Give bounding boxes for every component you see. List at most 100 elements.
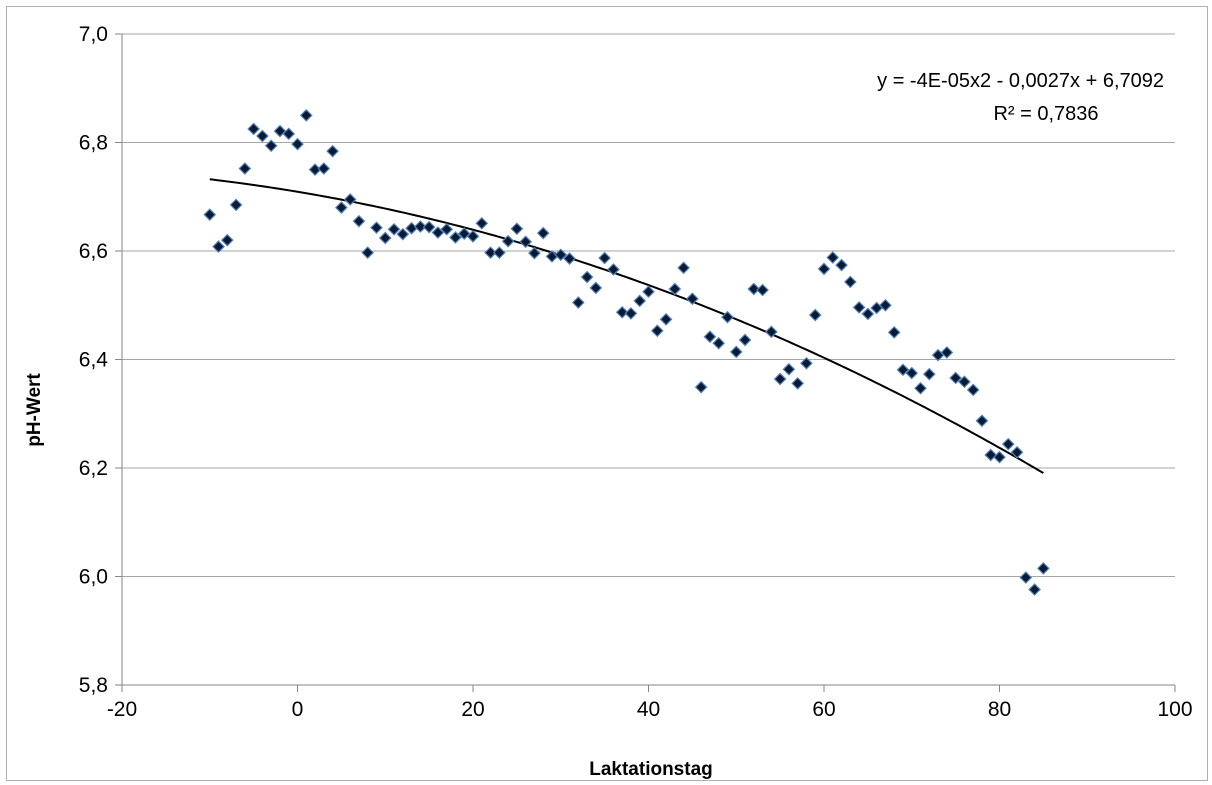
data-point: [317, 162, 331, 175]
data-point: [326, 144, 339, 158]
x-tick-label: 20: [461, 698, 484, 721]
data-point: [984, 448, 998, 462]
y-tick-label: 6,4: [79, 349, 109, 372]
data-point: [650, 324, 664, 338]
data-point: [571, 296, 585, 309]
x-tick-label: 100: [1157, 698, 1192, 721]
data-point: [668, 282, 682, 296]
data-point: [212, 240, 225, 254]
data-point: [405, 221, 418, 235]
data-point: [492, 246, 506, 259]
data-point: [396, 227, 410, 241]
data-point: [782, 362, 796, 376]
x-tick-label: -20: [107, 698, 137, 721]
y-tick-label: 7,0: [79, 23, 108, 46]
data-point: [712, 336, 726, 350]
data-point: [422, 220, 436, 234]
data-point: [633, 294, 647, 308]
data-point: [501, 234, 515, 248]
y-tick-label: 5,8: [79, 674, 108, 697]
data-point: [773, 372, 787, 386]
data-point: [756, 283, 769, 297]
data-point: [510, 222, 524, 236]
data-point: [887, 326, 901, 339]
data-point: [800, 356, 813, 370]
y-tick-label: 6,0: [79, 566, 108, 589]
data-point: [378, 231, 392, 245]
data-point: [589, 281, 603, 295]
data-point: [703, 330, 717, 344]
y-tick-label: 6,6: [79, 240, 108, 263]
data-point: [843, 275, 857, 289]
trendline-layer: [209, 178, 1044, 474]
data-point: [440, 222, 454, 236]
data-point: [861, 307, 875, 321]
y-axis-title: pH-Wert: [24, 373, 45, 447]
data-point: [835, 258, 848, 272]
data-point: [238, 162, 252, 175]
y-tick-label: 6,2: [79, 457, 108, 480]
data-point: [387, 222, 401, 236]
data-point: [361, 246, 375, 259]
data-point: [370, 221, 383, 235]
data-point: [905, 366, 919, 380]
data-point: [484, 246, 497, 259]
x-tick-label: 60: [812, 698, 835, 721]
data-point: [291, 137, 304, 151]
data-point: [993, 450, 1006, 464]
data-point: [528, 246, 541, 260]
x-axis-title: Laktationstag: [589, 759, 713, 780]
data-point: [975, 414, 989, 428]
data-point: [335, 201, 348, 214]
y-tick-label: 6,8: [79, 132, 108, 155]
x-tick-label: 0: [292, 698, 304, 721]
data-point: [598, 251, 611, 265]
data-point: [642, 285, 655, 299]
data-point: [1037, 562, 1050, 575]
chart-area: [6, 6, 1208, 781]
data-point: [659, 313, 673, 326]
data-point: [1001, 437, 1015, 451]
data-point: [615, 305, 629, 319]
data-point: [203, 208, 217, 222]
data-point: [414, 220, 427, 233]
data-point: [958, 375, 971, 389]
data-point: [729, 345, 743, 359]
data-point: [343, 193, 357, 206]
data-point: [449, 231, 462, 244]
data-point: [791, 377, 805, 390]
data-point: [256, 129, 269, 143]
data-point: [940, 346, 954, 359]
data-point: [879, 298, 892, 312]
trendline-r-squared: R² = 0,7836: [993, 103, 1098, 125]
data-point: [721, 310, 734, 324]
axes: 5,8 6,0 6,2 6,4 6,6 6,8 7,0 -20 0 20 40 60 80 100: [79, 23, 1193, 721]
data-point: [431, 226, 445, 239]
data-point: [765, 325, 778, 339]
data-point: [694, 380, 708, 394]
data-point: [466, 230, 480, 243]
labels: y = -4E-05x2 - 0,0027x + 6,7092 R² = 0,7…: [24, 70, 1164, 780]
data-point: [808, 308, 822, 322]
data-point: [475, 216, 489, 230]
data-point: [817, 262, 831, 276]
data-point: [519, 235, 532, 249]
data-point: [352, 214, 366, 228]
data-point: [914, 381, 927, 395]
data-point: [563, 252, 576, 265]
data-point: [1010, 445, 1024, 459]
data-point: [826, 251, 840, 264]
data-point: [264, 139, 278, 153]
data-point: [1028, 583, 1041, 596]
data-point: [966, 383, 980, 397]
data-point: [686, 292, 699, 306]
data-point: [607, 263, 620, 276]
data-point: [1019, 571, 1033, 584]
data-point: [554, 248, 568, 262]
data-points: [203, 109, 1050, 596]
data-point: [545, 250, 559, 263]
data-point: [677, 261, 690, 275]
data-point: [949, 371, 962, 385]
data-point: [220, 233, 234, 247]
